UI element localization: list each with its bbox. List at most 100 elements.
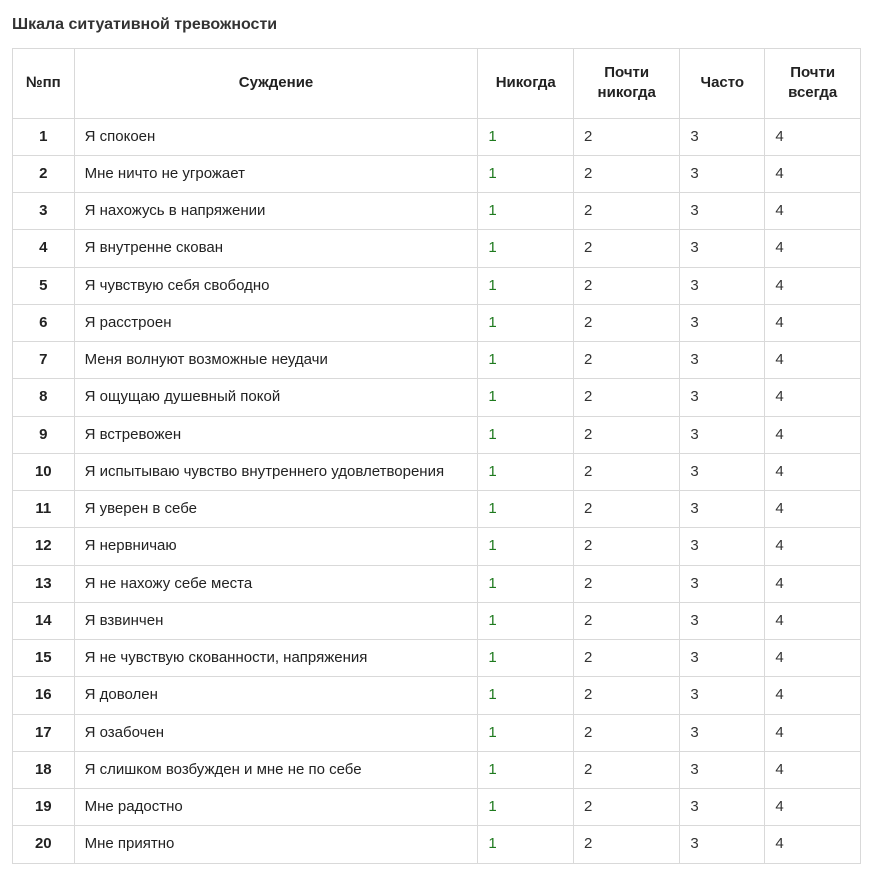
row-judgement: Я нахожусь в напряжении: [74, 193, 478, 230]
answer-cell: 4: [765, 677, 861, 714]
answer-cell: 1: [478, 193, 574, 230]
answer-cell: 4: [765, 379, 861, 416]
answer-cell: 3: [680, 304, 765, 341]
answer-cell: 1: [478, 267, 574, 304]
table-row: 2Мне ничто не угрожает1234: [13, 155, 861, 192]
answer-cell: 2: [574, 342, 680, 379]
answer-cell: 4: [765, 155, 861, 192]
answer-cell: 1: [478, 342, 574, 379]
row-judgement: Я взвинчен: [74, 602, 478, 639]
row-number: 15: [13, 640, 75, 677]
answer-cell: 2: [574, 602, 680, 639]
row-number: 10: [13, 453, 75, 490]
row-number: 16: [13, 677, 75, 714]
table-row: 8Я ощущаю душевный покой1234: [13, 379, 861, 416]
page-title: Шкала ситуативной тревожности: [12, 16, 861, 34]
answer-cell: 4: [765, 789, 861, 826]
answer-cell: 2: [574, 267, 680, 304]
row-number: 18: [13, 751, 75, 788]
answer-cell: 3: [680, 453, 765, 490]
col-never: Никогда: [478, 49, 574, 119]
answer-cell: 1: [478, 789, 574, 826]
answer-cell: 3: [680, 193, 765, 230]
row-judgement: Я нервничаю: [74, 528, 478, 565]
row-judgement: Я не чувствую скованности, напряжения: [74, 640, 478, 677]
row-judgement: Я расстроен: [74, 304, 478, 341]
answer-cell: 1: [478, 453, 574, 490]
answer-cell: 2: [574, 453, 680, 490]
row-number: 3: [13, 193, 75, 230]
answer-cell: 3: [680, 379, 765, 416]
answer-cell: 3: [680, 714, 765, 751]
row-judgement: Мне радостно: [74, 789, 478, 826]
row-number: 7: [13, 342, 75, 379]
answer-cell: 2: [574, 118, 680, 155]
answer-cell: 2: [574, 155, 680, 192]
answer-cell: 2: [574, 416, 680, 453]
col-judgement: Суждение: [74, 49, 478, 119]
row-number: 8: [13, 379, 75, 416]
answer-cell: 4: [765, 267, 861, 304]
col-number: №пп: [13, 49, 75, 119]
row-number: 20: [13, 826, 75, 863]
row-judgement: Я озабочен: [74, 714, 478, 751]
row-judgement: Я встревожен: [74, 416, 478, 453]
answer-cell: 2: [574, 565, 680, 602]
answer-cell: 1: [478, 304, 574, 341]
answer-cell: 2: [574, 714, 680, 751]
answer-cell: 4: [765, 602, 861, 639]
answer-cell: 1: [478, 416, 574, 453]
answer-cell: 2: [574, 640, 680, 677]
row-judgement: Я ощущаю душевный покой: [74, 379, 478, 416]
answer-cell: 1: [478, 751, 574, 788]
answer-cell: 4: [765, 416, 861, 453]
table-row: 19Мне радостно1234: [13, 789, 861, 826]
answer-cell: 2: [574, 230, 680, 267]
table-row: 11Я уверен в себе1234: [13, 491, 861, 528]
row-judgement: Я не нахожу себе места: [74, 565, 478, 602]
row-number: 4: [13, 230, 75, 267]
row-judgement: Я слишком возбужден и мне не по себе: [74, 751, 478, 788]
row-judgement: Я испытываю чувство внутреннего удовлетв…: [74, 453, 478, 490]
answer-cell: 1: [478, 379, 574, 416]
answer-cell: 1: [478, 677, 574, 714]
table-row: 13Я не нахожу себе места1234: [13, 565, 861, 602]
answer-cell: 1: [478, 602, 574, 639]
table-row: 6Я расстроен1234: [13, 304, 861, 341]
answer-cell: 2: [574, 491, 680, 528]
answer-cell: 4: [765, 528, 861, 565]
answer-cell: 4: [765, 565, 861, 602]
answer-cell: 3: [680, 640, 765, 677]
answer-cell: 3: [680, 155, 765, 192]
row-number: 2: [13, 155, 75, 192]
answer-cell: 3: [680, 267, 765, 304]
table-row: 20Мне приятно1234: [13, 826, 861, 863]
answer-cell: 3: [680, 565, 765, 602]
row-number: 19: [13, 789, 75, 826]
table-row: 14Я взвинчен1234: [13, 602, 861, 639]
answer-cell: 4: [765, 453, 861, 490]
row-number: 17: [13, 714, 75, 751]
answer-cell: 1: [478, 491, 574, 528]
answer-cell: 2: [574, 789, 680, 826]
row-judgement: Я чувствую себя свободно: [74, 267, 478, 304]
answer-cell: 4: [765, 118, 861, 155]
row-judgement: Я доволен: [74, 677, 478, 714]
row-number: 12: [13, 528, 75, 565]
answer-cell: 4: [765, 714, 861, 751]
answer-cell: 2: [574, 304, 680, 341]
row-judgement: Я спокоен: [74, 118, 478, 155]
answer-cell: 1: [478, 714, 574, 751]
anxiety-scale-table: №пп Суждение Никогда Почти никогда Часто…: [12, 48, 861, 864]
answer-cell: 4: [765, 640, 861, 677]
row-judgement: Мне приятно: [74, 826, 478, 863]
answer-cell: 3: [680, 789, 765, 826]
answer-cell: 3: [680, 118, 765, 155]
table-row: 3Я нахожусь в напряжении1234: [13, 193, 861, 230]
answer-cell: 4: [765, 342, 861, 379]
answer-cell: 3: [680, 826, 765, 863]
answer-cell: 4: [765, 304, 861, 341]
answer-cell: 2: [574, 193, 680, 230]
answer-cell: 4: [765, 230, 861, 267]
answer-cell: 2: [574, 677, 680, 714]
